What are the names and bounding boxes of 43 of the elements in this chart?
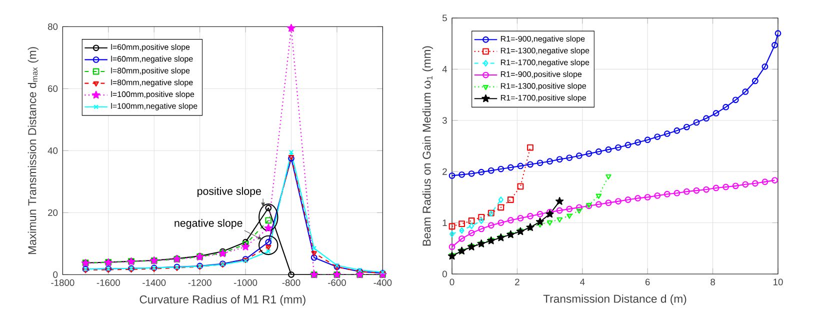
y-tick-label: 1 [442,220,447,226]
y-axis-title: Maximun Transmission Distance d$_{max}$ (m) [28,47,38,254]
x-tick-label: -600 [328,279,346,286]
x-tick-label: 10 [774,278,783,286]
annotation: positive slope [198,187,261,198]
x-axis-title: Transmission Distance d (m) [543,294,686,306]
legend-label: l=100mm,negative slope [111,102,198,110]
x-tick-label: 2 [515,278,520,286]
y-tick-label: 0 [442,270,447,278]
x-tick-label: 4 [580,278,585,286]
legend-label: R1=-900,positive slope [500,71,582,79]
y-tick-label: 20 [48,209,58,216]
legend-label: l=100mm,positive slope [111,91,194,99]
x-tick-label: -1200 [188,279,212,286]
legend-label: l=60mm,negative slope [111,56,193,64]
y-tick-label: 4 [442,66,448,72]
annotation: negative slope [174,218,242,229]
y-tick-label: 60 [48,85,58,92]
y-tick-label: 0 [53,271,58,278]
legend-label: R1=-1300,positive slope [500,82,586,90]
x-tick-label: 6 [645,278,650,286]
x-tick-label: -1000 [234,279,258,286]
x-tick-label: 0 [450,278,454,286]
x-tick-label: -1400 [142,279,166,286]
y-tick-label: 3 [442,117,447,124]
x-tick-label: -1600 [96,279,120,286]
legend-label: R1=-1700,positive slope [500,94,586,102]
x-tick-label: -1800 [51,279,74,286]
legend-label: R1=-900,negative slope [500,36,585,44]
legend-label: R1=-1700,negative slope [500,59,590,67]
x-tick-label: 8 [710,278,715,286]
legend-label: l=60mm,positive slope [111,44,190,52]
y-tick-label: 2 [442,168,447,175]
y-axis-title: Beam Radius on Gain Medium ω$_{1}$ (mm) [422,46,433,246]
x-axis-title: Curvature Radius of M1 R1 (mm) [140,295,306,306]
legend-label: l=80mm,negative slope [111,79,193,87]
legend-label: l=80mm,positive slope [111,68,190,76]
y-tick-label: 5 [442,14,447,22]
x-tick-label: -800 [282,279,300,286]
y-tick-label: 80 [48,23,58,30]
y-tick-label: 40 [48,147,58,154]
legend-label: R1=-1300,negative slope [500,48,590,55]
x-tick-label: -400 [374,279,392,286]
